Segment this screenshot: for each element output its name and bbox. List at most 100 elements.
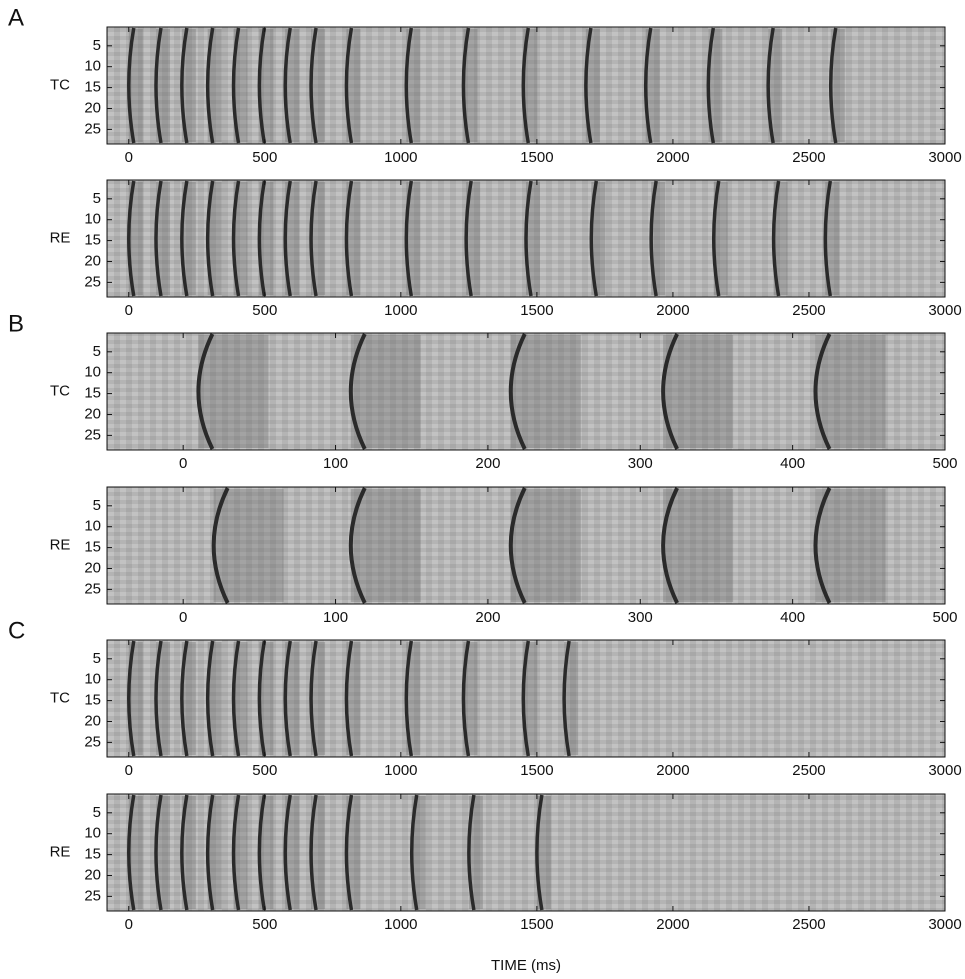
burst-front <box>231 27 241 144</box>
y-tick-label: 20 <box>84 866 101 883</box>
burst-tail <box>815 335 886 448</box>
burst-front <box>309 180 318 297</box>
burst-tail <box>155 796 170 909</box>
burst-front <box>127 180 136 297</box>
burst-front <box>823 180 833 297</box>
burst-front <box>404 640 414 757</box>
panel-letter: B <box>8 310 24 337</box>
x-tick-label: 2000 <box>656 916 689 933</box>
burst-front <box>205 794 215 911</box>
burst-front <box>524 180 533 297</box>
x-tick-label: 1000 <box>384 916 417 933</box>
burst-front <box>154 640 163 757</box>
burst-front <box>508 333 527 450</box>
raster-panel: 0 100 200 300 400 500 5 10 15 20 25 RE <box>50 486 958 626</box>
y-axis-label: TC <box>50 76 70 93</box>
y-tick-label: 5 <box>93 497 101 514</box>
burst-tail <box>536 796 551 909</box>
burst-front <box>283 180 292 297</box>
burst-front <box>205 640 215 757</box>
burst-tail <box>663 489 734 602</box>
burst-front <box>180 640 189 757</box>
burst-tail <box>233 642 248 755</box>
plot-frame <box>106 332 946 451</box>
burst-tail <box>406 642 421 755</box>
burst-tail <box>346 642 361 755</box>
burst-front <box>706 27 716 144</box>
burst-front <box>196 333 215 450</box>
burst-front <box>283 640 292 757</box>
burst-tail <box>181 29 196 142</box>
burst-tail <box>259 182 274 295</box>
raster-panel: 0 500 1000 1500 2000 2500 3000 5 10 15 20 25 RE TIME … <box>50 793 962 974</box>
burst-front <box>309 794 318 911</box>
burst-tail <box>406 29 421 142</box>
burst-front <box>180 794 189 911</box>
burst-front <box>344 794 354 911</box>
burst-tail <box>830 29 845 142</box>
burst-tail <box>155 182 170 295</box>
burst-front <box>348 487 367 604</box>
burst-front <box>464 180 473 297</box>
burst-tail <box>181 796 196 909</box>
burst-tail <box>181 642 196 755</box>
x-tick-label: 400 <box>780 609 805 626</box>
x-tick-label: 1500 <box>520 302 553 319</box>
burst-tail <box>466 182 481 295</box>
burst-front <box>344 180 354 297</box>
burst-front <box>712 180 721 297</box>
burst-tail <box>285 182 300 295</box>
burst-tail <box>128 642 143 755</box>
burst-front <box>180 180 189 297</box>
plot-background <box>107 794 945 911</box>
burst-tail <box>233 29 248 142</box>
x-tick-label: 100 <box>323 609 348 626</box>
x-tick-label: 2500 <box>792 916 825 933</box>
burst-front <box>211 487 230 604</box>
burst-tail <box>207 796 222 909</box>
burst-front <box>205 180 215 297</box>
x-tick-label: 500 <box>252 302 277 319</box>
y-tick-label: 15 <box>84 692 101 709</box>
burst-front <box>813 333 832 450</box>
burst-tail <box>411 796 426 909</box>
x-tick-label: 300 <box>628 609 653 626</box>
y-tick-label: 20 <box>84 405 101 422</box>
plot-frame <box>106 486 946 605</box>
burst-front <box>309 27 318 144</box>
burst-tail <box>406 182 421 295</box>
burst-tail <box>259 29 274 142</box>
y-axis-label: TC <box>50 689 70 706</box>
y-tick-label: 20 <box>84 712 101 729</box>
burst-tail <box>285 796 300 909</box>
burst-front <box>404 180 414 297</box>
x-tick-label: 3000 <box>928 302 961 319</box>
burst-tail <box>773 182 788 295</box>
burst-tail <box>346 182 361 295</box>
y-axis-label: RE <box>50 229 71 246</box>
x-tick-label: 0 <box>125 762 133 779</box>
burst-front <box>127 27 136 144</box>
plot-frame <box>106 179 946 298</box>
y-tick-label: 25 <box>84 887 101 904</box>
burst-tail <box>663 335 734 448</box>
plot-background <box>107 333 945 450</box>
raster-panel: 0 500 1000 1500 2000 2500 3000 5 10 15 20 25 RE <box>50 179 962 319</box>
x-tick-label: 3000 <box>928 916 961 933</box>
burst-tail <box>346 796 361 909</box>
burst-tail <box>825 182 840 295</box>
burst-front <box>813 487 832 604</box>
plot-background <box>107 487 945 604</box>
x-tick-label: 1000 <box>384 149 417 166</box>
y-tick-label: 5 <box>93 37 101 54</box>
burst-front <box>562 640 571 757</box>
x-tick-label: 0 <box>179 455 187 472</box>
burst-front <box>344 640 354 757</box>
y-axis-label: TC <box>50 382 70 399</box>
x-tick-label: 1500 <box>520 762 553 779</box>
burst-front <box>521 27 531 144</box>
burst-tail <box>463 29 478 142</box>
raster-panel: 0 500 1000 1500 2000 2500 3000 5 10 15 20 25 TC C <box>8 617 962 779</box>
x-tick-label: 2500 <box>792 149 825 166</box>
burst-front <box>535 794 544 911</box>
